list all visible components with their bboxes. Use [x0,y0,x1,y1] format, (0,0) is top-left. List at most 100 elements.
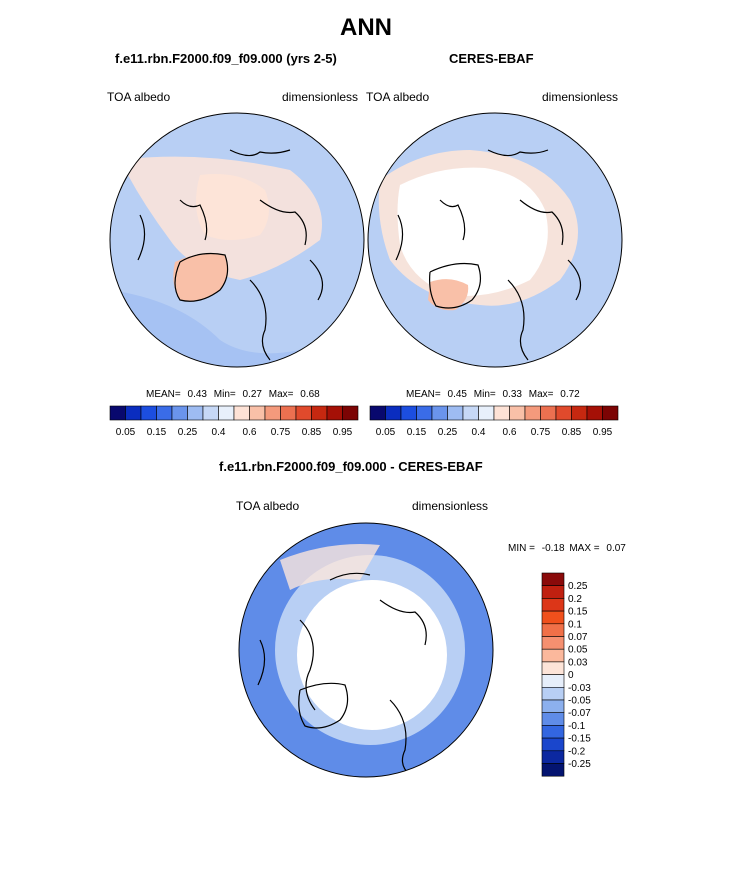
left-colorbar-swatch [280,405,297,421]
left-max-value: 0.68 [300,389,320,400]
right-colorbar-tick-label: 0.6 [503,427,517,438]
right-min-label: Min= [473,389,496,400]
diff-colorbar-label: -0.15 [568,734,591,745]
right-colorbar: 0.05 0.15 0.25 0.4 0.6 0.75 0.85 0.95 [369,405,619,438]
diff-colorbar-label: -0.2 [568,746,586,757]
left-colorbar-swatch [187,405,204,421]
right-colorbar-swatch [602,405,619,421]
left-map-ocean-darker [110,290,364,367]
right-colorbar-swatch [571,405,588,421]
left-map-central-arctic [196,174,269,240]
diff-max-label: MAX = [569,543,600,554]
right-colorbar-tick-label: 0.95 [593,427,613,438]
figure-title: ANN [340,14,392,41]
left-colorbar-swatch [311,405,328,421]
diff-min-label: MIN = [508,543,535,554]
left-colorbar-swatch [326,405,343,421]
diff-colorbar-swatch [541,598,565,612]
diff-colorbar-swatch [541,763,565,777]
left-colorbar-swatch [202,405,219,421]
diff-colorbar-swatch [541,572,565,586]
right-colorbar-swatch [462,405,479,421]
right-map [368,113,622,367]
diff-map-coastlines [257,572,427,776]
left-colorbar-swatch [295,405,312,421]
left-colorbar-swatch [156,405,173,421]
left-mean-value: 0.43 [187,389,207,400]
left-min-label: Min= [213,389,236,400]
diff-colorbar-swatch [541,737,565,752]
left-colorbar-tick-label: 0.4 [212,427,226,438]
left-map-coastlines [137,149,324,361]
diff-map-center [297,580,447,730]
diff-colorbar-swatch [541,623,565,637]
right-min-value: 0.33 [502,389,522,400]
diff-colorbar-label: 0.15 [568,607,588,618]
left-colorbar-swatch [342,405,359,421]
diff-colorbar-label: -0.25 [568,759,591,770]
right-mean-value: 0.45 [447,389,467,400]
diff-map-border [238,522,494,778]
diff-stats: MIN = -0.18 MAX = 0.07 [508,543,626,554]
diff-units-label: dimensionless [412,499,489,513]
left-colorbar-swatch [249,405,266,421]
right-max-value: 0.72 [560,389,580,400]
diff-colorbar-swatch [541,610,565,625]
left-colorbar-swatch [233,405,250,421]
right-colorbar-swatch [447,405,464,421]
right-max-label: Max= [528,389,554,400]
diff-max-value: 0.07 [606,543,626,554]
right-colorbar-swatch [555,405,572,421]
diff-colorbar-label: -0.03 [568,683,591,694]
left-colorbar-swatch [264,405,281,421]
left-variable-label: TOA albedo [107,90,171,104]
diff-colorbar-swatch [541,585,565,599]
diff-colorbar-label: 0.1 [568,619,582,630]
diff-map [239,523,493,777]
right-map-coastlines [395,149,582,361]
right-colorbar-swatch [431,405,448,421]
right-colorbar-tick-label: 0.25 [438,427,458,438]
left-colorbar-tick-label: 0.25 [178,427,198,438]
left-map-border [109,112,365,368]
diff-colorbar-label: 0.25 [568,581,588,592]
right-colorbar-tick-label: 0.05 [376,427,396,438]
diff-colorbar-swatch [541,725,565,739]
diff-colorbar-label: -0.07 [568,708,591,719]
right-colorbar-tick-label: 0.15 [407,427,427,438]
right-colorbar-swatch [369,405,386,421]
right-colorbar-swatch [493,405,510,421]
right-map-bright-ice [397,167,548,296]
right-colorbar-swatch [478,405,495,421]
diff-colorbar-label: 0.03 [568,657,588,668]
left-colorbar-swatch [109,405,126,421]
left-min-value: 0.27 [242,389,262,400]
left-colorbar-swatch [218,405,235,421]
left-colorbar-tick-label: 0.75 [271,427,291,438]
right-colorbar-tick-label: 0.4 [472,427,486,438]
right-map-border [367,112,623,368]
diff-colorbar-swatch [541,699,565,713]
left-units-label: dimensionless [282,90,359,104]
right-map-greenland [428,279,469,311]
diff-colorbar-label: 0.07 [568,632,588,643]
diff-colorbar-swatch [541,661,565,675]
diff-colorbar-swatch [541,686,565,701]
diff-colorbar-swatch [541,712,565,726]
right-stats: MEAN= 0.45 Min= 0.33 Max= 0.72 [406,389,580,400]
right-colorbar-swatch [416,405,433,421]
diff-colorbar-swatch [541,648,565,663]
left-map [110,113,364,367]
left-colorbar-tick-label: 0.15 [147,427,167,438]
left-map-greenland [173,253,228,302]
diff-colorbar-label: 0.2 [568,594,582,605]
right-colorbar-tick-label: 0.75 [531,427,551,438]
diff-colorbar-swatch [541,750,565,764]
left-mean-label: MEAN= [146,389,181,400]
right-colorbar-swatch [400,405,417,421]
diff-panel-title: f.e11.rbn.F2000.f09_f09.000 - CERES-EBAF [219,459,483,474]
diff-colorbar-label: 0 [568,670,574,681]
diff-colorbar-swatch [541,674,565,688]
left-panel-title: f.e11.rbn.F2000.f09_f09.000 (yrs 2-5) [115,51,337,66]
